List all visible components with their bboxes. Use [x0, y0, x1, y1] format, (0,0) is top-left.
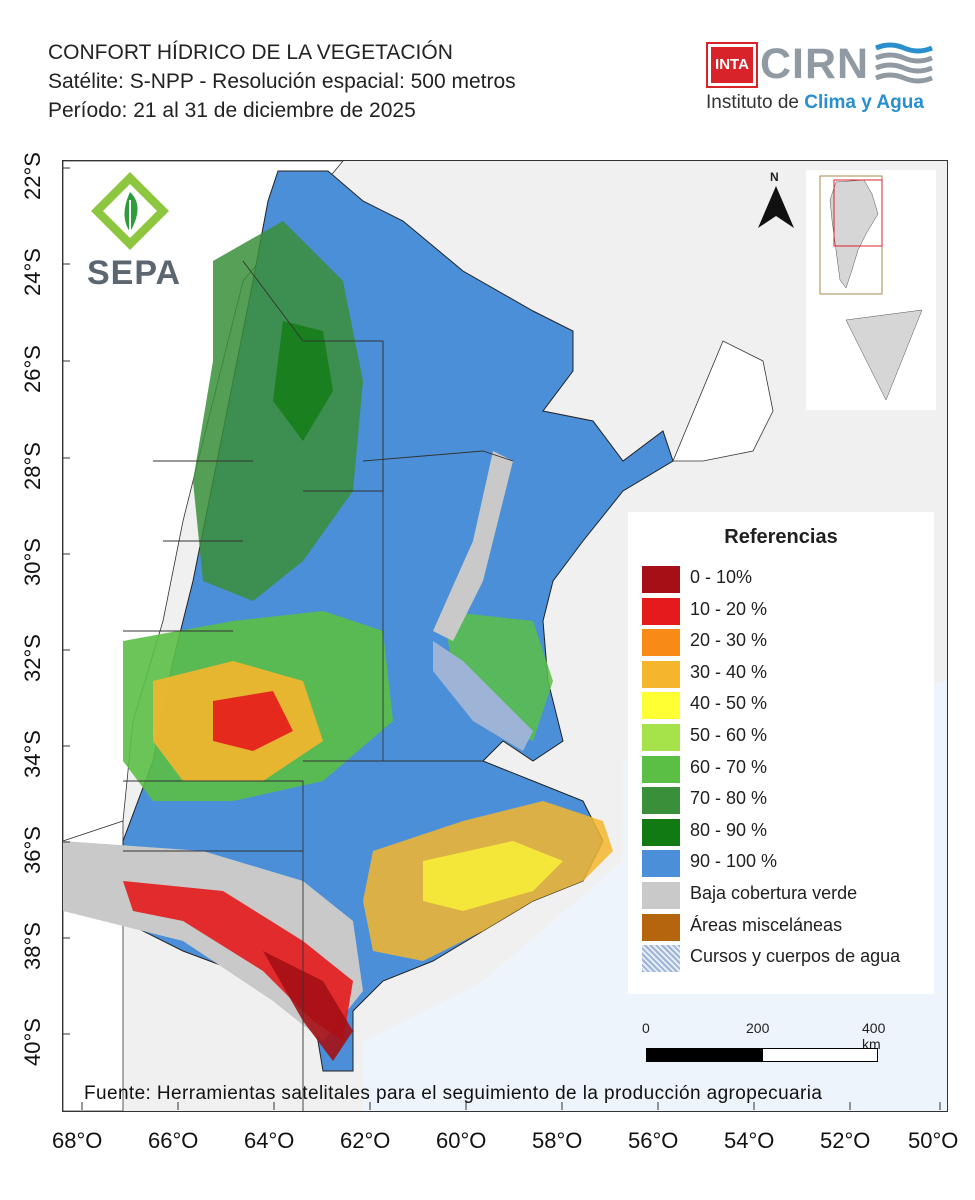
source-credit: Fuente: Herramientas satelitales para el…: [84, 1083, 823, 1104]
legend-label: 50 - 60 %: [690, 725, 768, 745]
legend-label: 80 - 90 %: [690, 819, 768, 840]
scale-bar: 0 200 400 km: [640, 1020, 890, 1070]
legend-title: Referencias: [724, 526, 838, 548]
satellite-info: Satélite: S-NPP - Resolución espacial: 5…: [48, 70, 516, 93]
legend-item: 30 - 40 %: [642, 659, 932, 689]
legend-swatch: [642, 945, 680, 973]
legend-item: 0 - 10%: [642, 564, 932, 594]
legend-swatch: [642, 755, 680, 783]
lat-label: 28°S: [20, 442, 45, 490]
legend-swatch: [642, 566, 680, 593]
legend-swatch: [642, 660, 680, 688]
lon-label: 56°O: [628, 1128, 679, 1153]
north-arrow-icon: [758, 186, 794, 228]
legend-item: 20 - 30 %: [642, 627, 932, 657]
north-arrow: N: [756, 170, 796, 232]
region-dark-red: [263, 951, 353, 1061]
parana-low-cover: [433, 451, 513, 641]
lon-label: 64°O: [244, 1128, 295, 1153]
cirn-wordmark: CIRN: [760, 40, 870, 88]
legend-item: 60 - 70 %: [642, 754, 932, 784]
legend-label: Áreas misceláneas: [690, 914, 843, 935]
lat-label: 40°S: [20, 1018, 45, 1066]
lat-label: 38°S: [20, 922, 45, 970]
water-waves-icon: [875, 42, 933, 84]
legend-swatch: [642, 882, 680, 909]
lon-label: 58°O: [532, 1128, 583, 1153]
legend-label: 70 - 80 %: [690, 788, 768, 809]
inta-logo: INTA: [706, 42, 758, 88]
lat-label: 22°S: [20, 152, 45, 200]
legend-item: Cursos y cuerpos de agua: [642, 943, 932, 973]
legend-swatch: [642, 818, 680, 846]
lon-label: 54°O: [724, 1128, 775, 1153]
legend-label: 60 - 70 %: [690, 756, 768, 777]
map-frame: [62, 160, 948, 1112]
scale-bar-black: [646, 1048, 764, 1062]
lon-label: 68°O: [52, 1128, 103, 1153]
legend-item: 80 - 90 %: [642, 817, 932, 847]
institute-name: Instituto de Clima y Agua: [706, 92, 924, 113]
region-entre-rios-green: [443, 611, 553, 741]
legend-label: Baja cobertura verde: [690, 883, 858, 903]
cirn-logo: INTA CIRN Instituto de Clima y Agua: [704, 40, 944, 120]
legend-item: 40 - 50 %: [642, 690, 932, 720]
legend-label: Cursos y cuerpos de agua: [690, 946, 901, 967]
legend-label: 20 - 30 %: [690, 630, 768, 651]
scale-bar-white: [762, 1048, 878, 1062]
legend-panel: Referencias 0 - 10% 10 - 20 % 20 - 30 % 30 …: [628, 512, 934, 994]
lat-label: 30°S: [20, 538, 45, 586]
lat-label: 34°S: [20, 730, 45, 778]
legend-swatch: [642, 850, 680, 878]
lon-label: 52°O: [820, 1128, 871, 1153]
north-label: N: [770, 170, 779, 184]
scale-label-mid: 200: [746, 1020, 770, 1036]
lat-label: 24°S: [20, 248, 45, 296]
lat-label: 32°S: [20, 634, 45, 682]
legend-label: 40 - 50 %: [690, 693, 768, 714]
lat-label: 26°S: [20, 345, 45, 393]
region-yellow: [423, 841, 563, 911]
misiones-white: [672, 340, 774, 462]
inset-locator: [806, 170, 936, 410]
legend-label: 30 - 40 %: [690, 661, 768, 682]
legend-item: 90 - 100 %: [642, 848, 932, 878]
inset-map: [819, 175, 923, 401]
legend-item: Baja cobertura verde: [642, 880, 932, 910]
sepa-logo: SEPA: [85, 170, 180, 292]
region-red-center: [213, 691, 293, 751]
period-info: Período: 21 al 31 de diciembre de 2025: [48, 99, 416, 122]
lon-label: 62°O: [340, 1128, 391, 1153]
legend-swatch: [642, 724, 680, 751]
lon-label: 60°O: [436, 1128, 487, 1153]
map-title: CONFORT HÍDRICO DE LA VEGETACIÓN: [48, 41, 453, 64]
legend-item: Áreas misceláneas: [642, 912, 932, 942]
sepa-leaf-icon: [91, 172, 169, 250]
legend-item: 10 - 20 %: [642, 596, 932, 626]
region-dark-green: [273, 321, 333, 441]
region-green-nw: [193, 221, 363, 601]
province-borders: [123, 260, 514, 1111]
lat-label: 36°S: [20, 826, 45, 874]
legend-swatch: [642, 629, 680, 657]
legend-swatch: [642, 787, 680, 815]
sepa-wordmark: SEPA: [87, 254, 182, 292]
legend-swatch: [642, 692, 680, 720]
legend-label: 90 - 100 %: [690, 851, 778, 872]
legend-swatch: [642, 597, 680, 625]
legend-label: 0 - 10%: [690, 567, 753, 587]
legend-label: 10 - 20 %: [690, 598, 768, 619]
map-canvas: [63, 161, 947, 1111]
lon-label: 50°O: [908, 1128, 959, 1153]
legend-swatch: [642, 913, 680, 941]
map-header: CONFORT HÍDRICO DE LA VEGETACIÓN Satélit…: [48, 38, 516, 125]
parana-delta-water: [433, 641, 533, 751]
legend-item: 50 - 60 %: [642, 722, 932, 752]
lon-label: 66°O: [148, 1128, 199, 1153]
legend-item: 70 - 80 %: [642, 785, 932, 815]
scale-label-start: 0: [642, 1020, 650, 1036]
